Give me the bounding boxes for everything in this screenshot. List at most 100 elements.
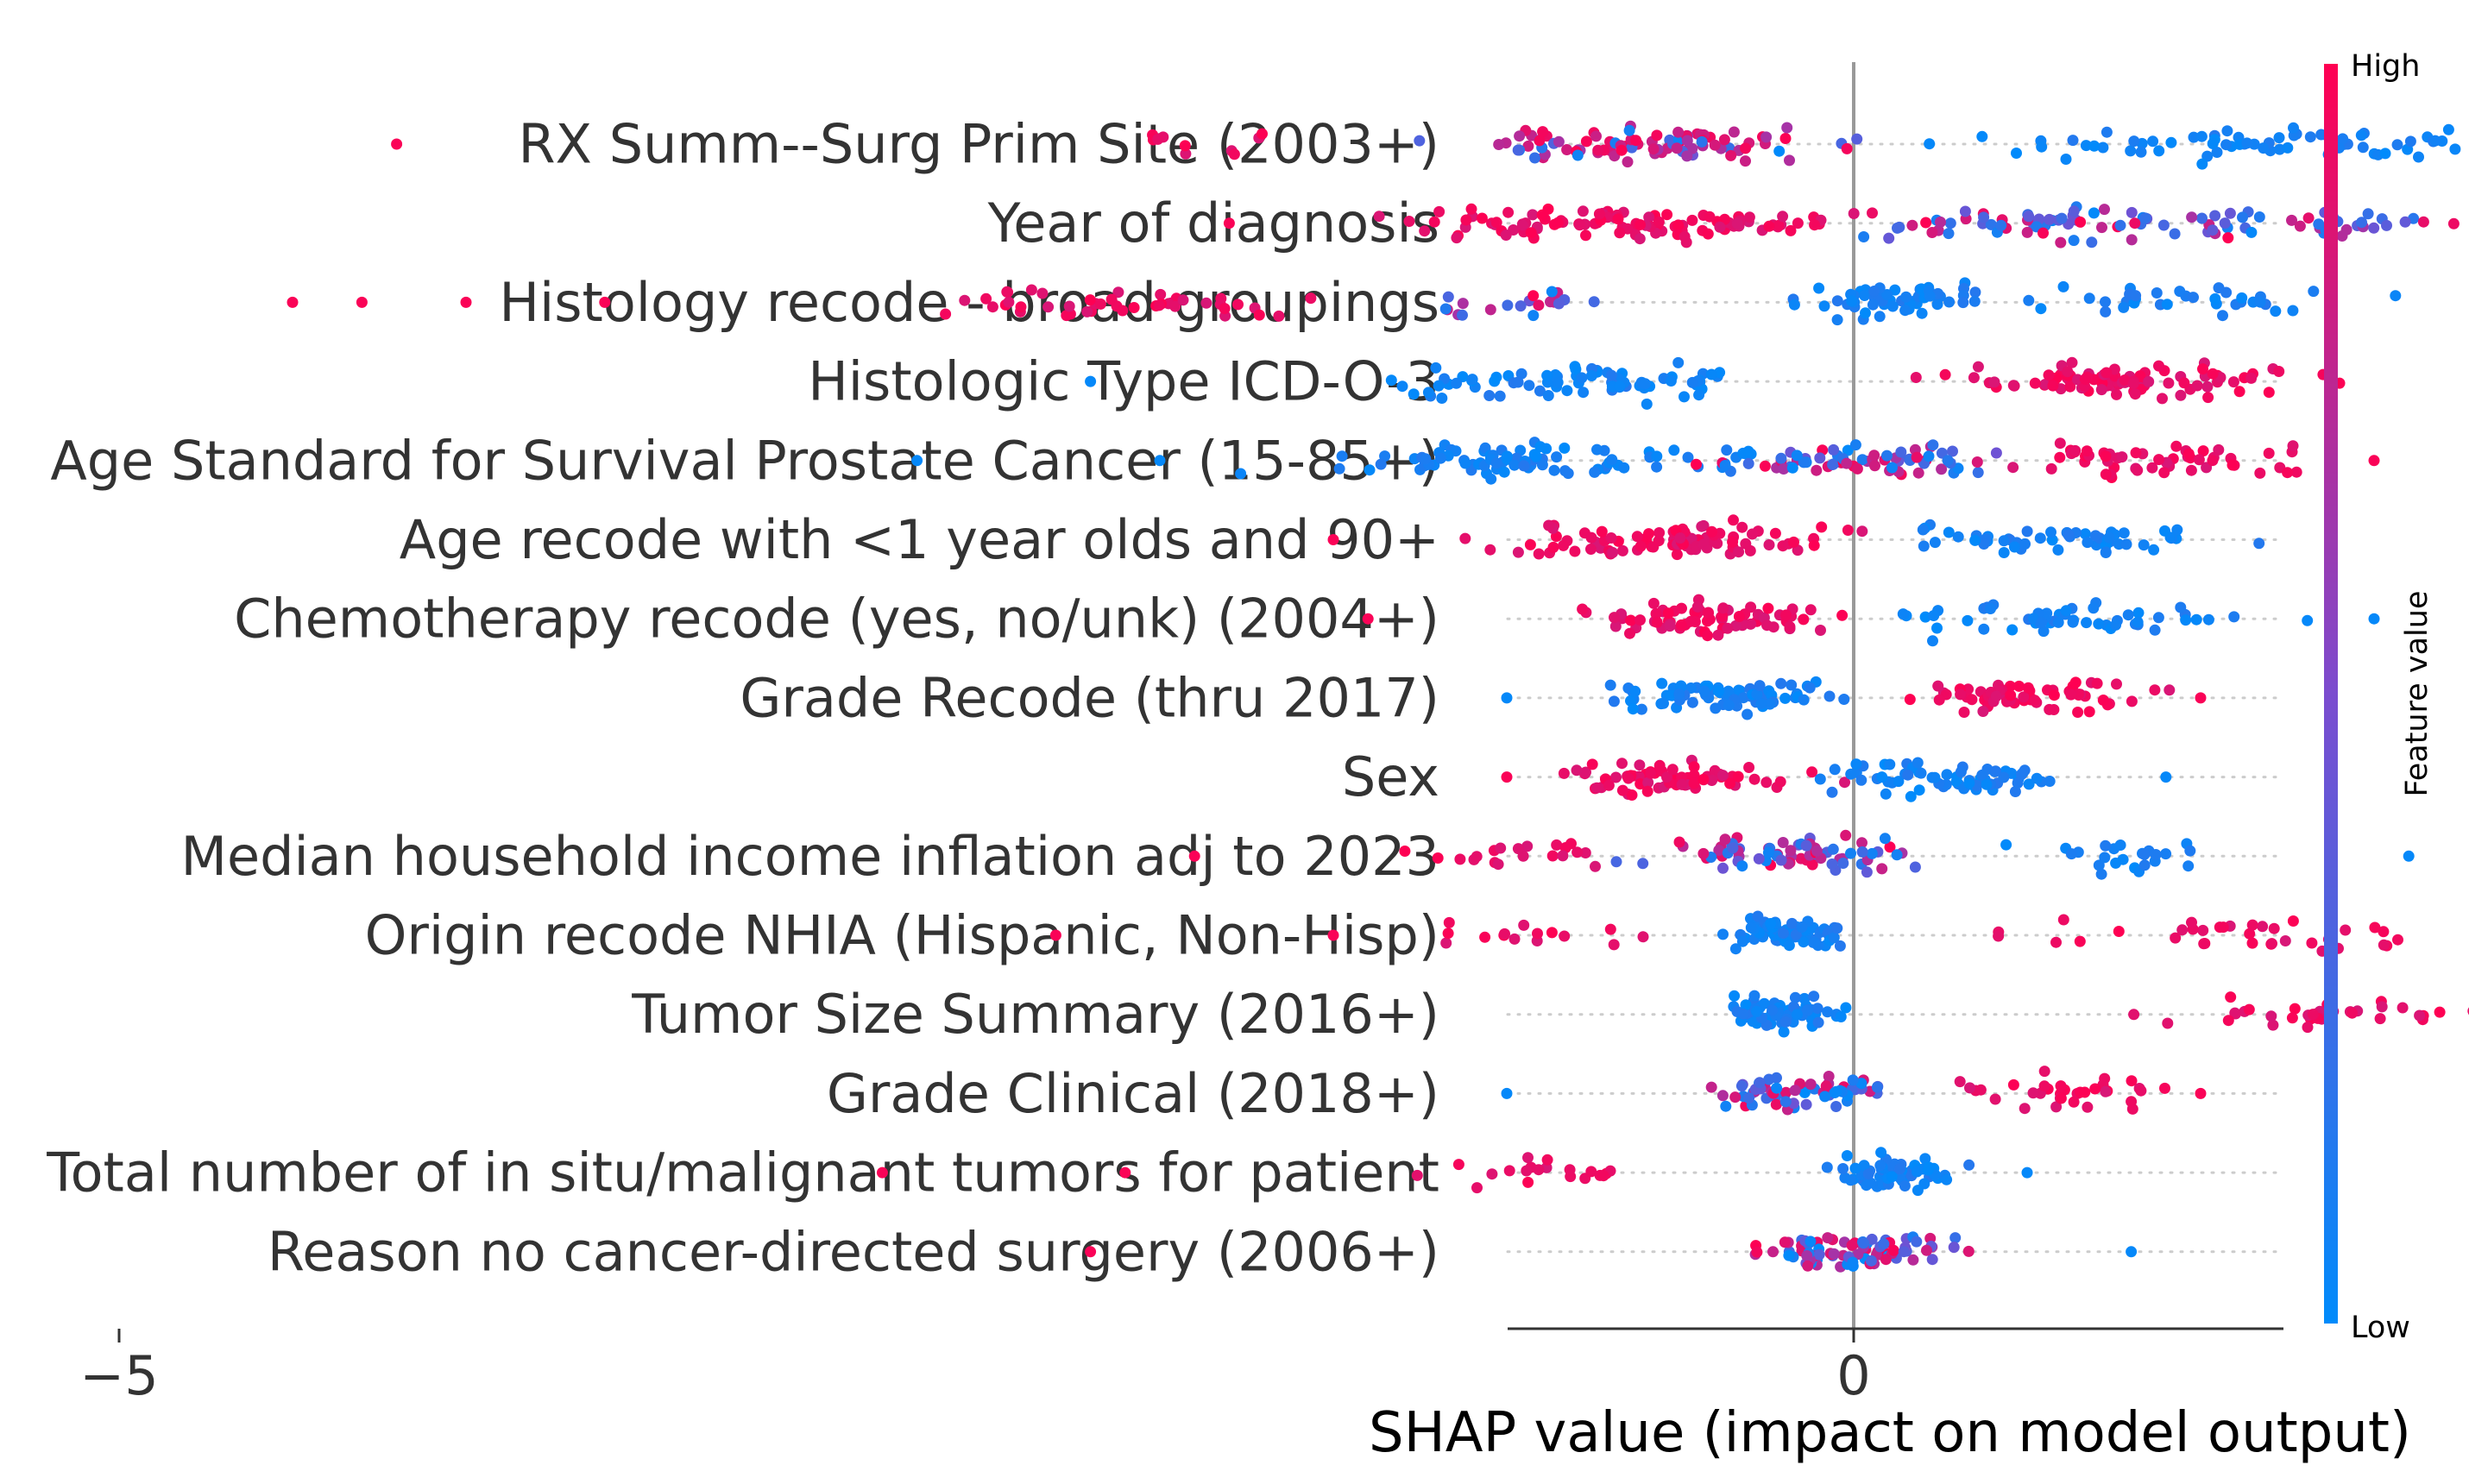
shap-point: [1626, 789, 1638, 801]
shap-point: [2201, 380, 2214, 393]
shap-point: [2196, 212, 2208, 224]
shap-point: [1798, 694, 1810, 706]
shap-point: [1941, 1173, 1953, 1185]
shap-point: [1536, 209, 1548, 221]
shap-point: [1744, 544, 1756, 556]
shap-point: [1681, 150, 1693, 162]
shap-point: [1647, 597, 1660, 609]
shap-point: [2067, 616, 2079, 628]
shap-point: [1396, 380, 1408, 393]
shap-point: [1725, 149, 1737, 161]
shap-point: [1653, 216, 1665, 228]
shap-point: [2442, 123, 2454, 135]
shap-point: [2100, 468, 2112, 481]
shap-point: [1580, 230, 1591, 242]
shap-point: [1963, 1159, 1975, 1171]
shap-point: [1451, 232, 1463, 244]
shap-point: [2263, 387, 2275, 399]
shap-point: [1924, 138, 1936, 150]
shap-point: [1785, 845, 1797, 857]
shap-point: [2007, 462, 2019, 474]
shap-point: [1590, 860, 1601, 872]
shap-point: [2228, 611, 2240, 623]
shap-point: [1727, 536, 1739, 548]
shap-point: [2126, 1246, 2138, 1258]
shap-point: [1728, 514, 1739, 526]
shap-point: [876, 1166, 888, 1179]
shap-point: [2060, 605, 2072, 617]
shap-point: [980, 292, 992, 305]
shap-point: [1665, 375, 1677, 387]
shap-point: [1042, 301, 1055, 313]
shap-point: [2088, 602, 2100, 614]
shap-point: [1742, 708, 1754, 720]
shap-point: [1432, 852, 1444, 864]
shap-point: [1939, 368, 1951, 380]
shap-point: [1105, 293, 1118, 305]
shap-point: [2196, 158, 2208, 170]
shap-point: [1672, 219, 1685, 231]
shap-point: [1943, 296, 1956, 308]
shap-point: [1998, 535, 2010, 547]
shap-point: [2099, 852, 2111, 864]
shap-point: [1783, 940, 1795, 952]
shap-point: [1608, 939, 1620, 951]
shap-point: [1886, 300, 1899, 312]
shap-point: [1911, 1236, 1923, 1248]
shap-point: [1962, 1245, 1975, 1257]
shap-point: [1842, 525, 1854, 536]
shap-point: [1545, 296, 1556, 308]
shap-point: [2376, 1001, 2388, 1013]
shap-point: [1748, 773, 1760, 785]
shap-point: [2222, 1015, 2234, 1027]
shap-point: [2186, 211, 2198, 223]
shap-point: [2052, 544, 2064, 556]
shap-point: [1490, 217, 1502, 229]
shap-point: [2184, 845, 2196, 857]
shap-point: [1534, 135, 1546, 147]
shap-point: [1733, 546, 1745, 558]
shap-point: [1720, 1100, 1732, 1112]
shap-point: [1931, 299, 1943, 311]
shap-point: [1962, 614, 1974, 626]
shap-point: [1414, 135, 1426, 147]
shap-point: [1878, 1238, 1890, 1250]
shap-point: [1868, 286, 1880, 297]
shap-point: [2313, 218, 2325, 230]
shap-point: [1533, 548, 1545, 560]
shap-point: [2282, 141, 2294, 154]
shap-point: [2417, 216, 2429, 228]
shap-point: [2100, 1085, 2112, 1097]
shap-point: [2308, 286, 2320, 298]
shap-point: [2068, 1096, 2080, 1108]
shap-point: [1624, 627, 1635, 639]
shap-point: [1698, 685, 1710, 697]
shap-point: [2044, 776, 2056, 787]
shap-point: [1912, 467, 1924, 479]
shap-point: [2161, 299, 2173, 311]
shap-point: [1559, 930, 1571, 942]
shap-point: [1769, 527, 1781, 539]
shap-point: [1546, 850, 1559, 862]
shap-point: [1775, 452, 1787, 464]
shap-point: [2357, 141, 2369, 154]
shap-point: [2045, 526, 2056, 538]
shap-point: [2217, 310, 2228, 322]
shap-point: [1784, 621, 1796, 632]
shap-point: [1920, 217, 1932, 229]
shap-point: [1971, 456, 1983, 468]
shap-point: [2197, 924, 2209, 936]
shap-point: [2013, 680, 2025, 692]
shap-point: [1881, 289, 1893, 300]
shap-point: [1729, 943, 1742, 955]
shap-point: [1830, 1101, 1842, 1112]
shap-point: [1451, 377, 1463, 389]
shap-point: [2207, 368, 2219, 380]
shap-point: [1841, 457, 1853, 469]
shap-point: [1941, 769, 1953, 781]
shap-point: [1758, 997, 1770, 1009]
shap-point: [2075, 216, 2087, 228]
shap-point: [1177, 294, 1189, 306]
shap-point: [1875, 1147, 1887, 1159]
shap-point: [1792, 217, 1804, 230]
